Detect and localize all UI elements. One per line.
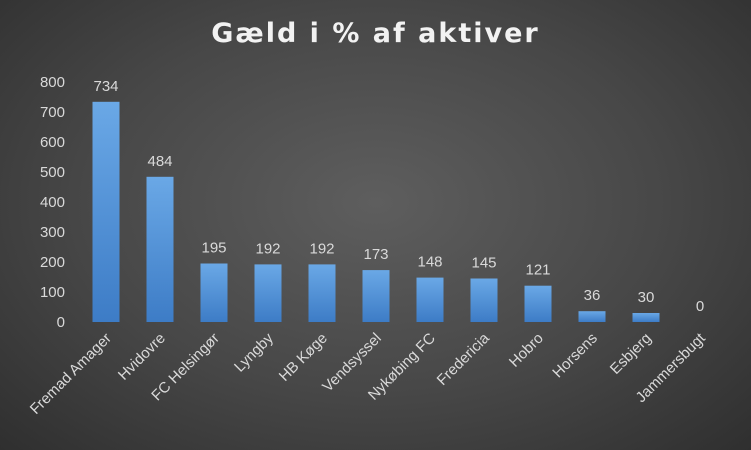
bar: [308, 264, 336, 322]
data-label: 0: [696, 298, 704, 315]
data-label: 145: [471, 255, 496, 272]
category-label: Esbjerg: [607, 330, 655, 378]
y-axis: 0 100 200 300 400 500 600 700 800: [40, 74, 65, 331]
bar: [254, 264, 282, 322]
y-tick-label: 100: [40, 284, 65, 301]
category-label: Hvidovre: [115, 330, 169, 384]
y-tick-label: 600: [40, 134, 65, 151]
category-label: Hobro: [506, 330, 547, 371]
y-tick-label: 800: [40, 74, 65, 91]
chart-title: Gæld i % af aktiver: [211, 18, 540, 49]
data-label: 148: [417, 254, 442, 271]
data-label: 30: [638, 289, 655, 306]
bar: [92, 101, 120, 322]
data-label: 192: [255, 240, 280, 257]
bar: [632, 313, 660, 322]
category-label: Fremad Amager: [27, 330, 115, 418]
bar: [578, 311, 606, 322]
data-label: 484: [147, 153, 172, 170]
y-tick-label: 300: [40, 224, 65, 241]
category-label: Lyngby: [231, 329, 277, 375]
y-tick-label: 400: [40, 194, 65, 211]
bar: [362, 270, 390, 322]
category-label: HB Køge: [276, 330, 331, 385]
bar: [470, 278, 498, 322]
data-label: 192: [309, 240, 334, 257]
data-label: 121: [525, 262, 550, 279]
data-label: 195: [201, 240, 226, 257]
bar: [416, 277, 444, 322]
y-tick-label: 0: [57, 314, 65, 331]
y-tick-label: 200: [40, 254, 65, 271]
data-label: 173: [363, 246, 388, 263]
category-label: Fredericia: [434, 329, 494, 389]
y-tick-label: 500: [40, 164, 65, 181]
bar: [200, 263, 228, 322]
bar: [146, 176, 174, 322]
data-label: 36: [584, 287, 601, 304]
data-label: 734: [93, 78, 118, 95]
bars: [92, 101, 660, 322]
category-label: Horsens: [549, 330, 601, 382]
bar: [524, 285, 552, 322]
y-tick-label: 700: [40, 104, 65, 121]
data-labels: 734 484 195 192 192 173 148 145 121 36 30 0: [93, 78, 704, 315]
